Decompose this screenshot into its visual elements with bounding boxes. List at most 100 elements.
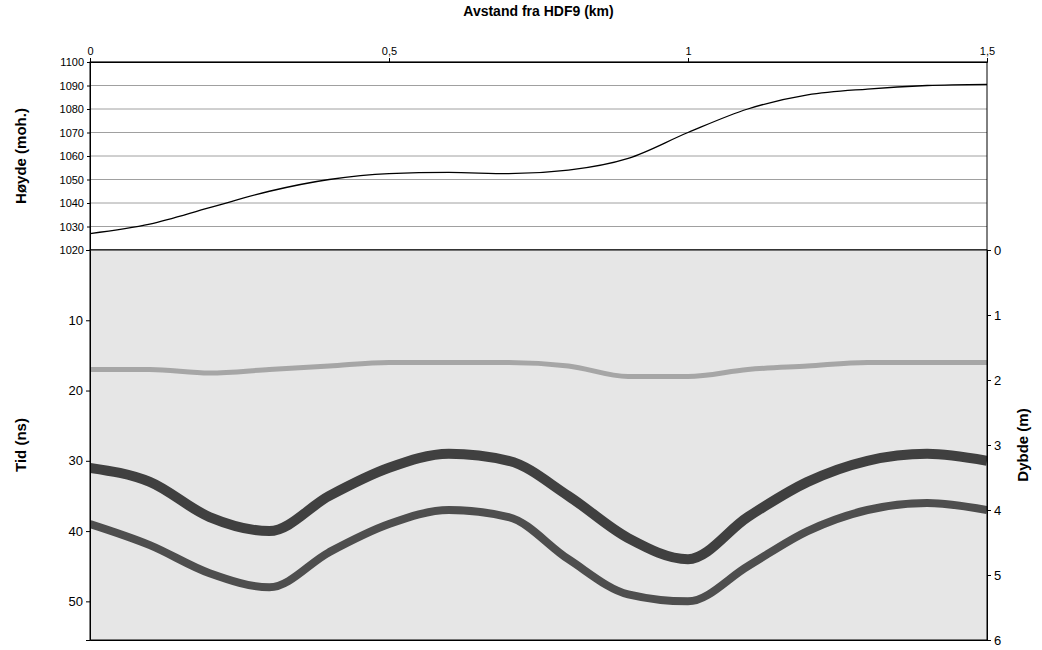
tick-label: 0	[994, 243, 1001, 258]
tick-mark	[86, 531, 90, 532]
reflector-line	[90, 503, 987, 601]
y2-axis-title: Dybde (m)	[1014, 408, 1031, 481]
plot-background	[90, 250, 987, 640]
tick-mark	[389, 58, 390, 62]
axis-line	[86, 251, 91, 641]
tick-label: 1030	[60, 221, 84, 233]
grid-line	[90, 109, 987, 110]
tick-label: 1020	[60, 244, 84, 256]
reflector-line	[90, 454, 987, 559]
tick-label: 1	[685, 45, 691, 57]
tick-mark	[987, 445, 991, 446]
x-axis-title: Avstand fra HDF9 (km)	[463, 3, 613, 19]
tick-mark	[87, 180, 90, 181]
tick-label: 1,5	[980, 45, 995, 57]
tick-mark	[86, 391, 90, 392]
tick-label: 10	[69, 313, 83, 328]
axis-line	[988, 251, 992, 641]
tick: 30	[69, 453, 90, 468]
tick: 2	[987, 373, 1001, 388]
tick-mark	[688, 58, 689, 62]
tick-mark	[987, 315, 991, 316]
tick-mark	[87, 86, 90, 87]
tick-mark	[987, 380, 991, 381]
tick: 1070	[60, 127, 90, 139]
tick-label: 1	[994, 308, 1001, 323]
tick: 1050	[60, 174, 90, 186]
plot-area	[90, 362, 987, 601]
tick-label: 1100	[60, 56, 84, 68]
grid-line	[90, 132, 987, 133]
grid-line	[90, 85, 987, 86]
tick: 1	[987, 308, 1001, 323]
y-axis: 1020 1030 1040 1050 1060 1070 1080 1090 1100	[60, 56, 91, 256]
tick-label: 1070	[60, 127, 84, 139]
tick-mark	[86, 461, 90, 462]
elevation-line	[90, 84, 987, 233]
y2-axis: 0 1 2 3 4 5 6	[987, 243, 1001, 648]
tick-mark	[87, 133, 90, 134]
tick: 1100	[60, 56, 90, 68]
tick-mark	[86, 601, 90, 602]
tick-mark	[987, 575, 991, 576]
tick-label: 50	[69, 594, 83, 609]
chart: 00,511,510201030104010501060107010801090…	[0, 0, 1042, 650]
tick: 1020	[60, 244, 90, 256]
tick-label: 5	[994, 568, 1001, 583]
tick-mark	[90, 58, 91, 62]
tick-mark	[87, 227, 90, 228]
tick-label: 1050	[60, 174, 84, 186]
tick-mark	[87, 203, 90, 204]
tick: 1030	[60, 221, 90, 233]
tick: 1080	[60, 103, 90, 115]
tick: 3	[987, 438, 1001, 453]
tick: 1090	[60, 80, 90, 92]
plot-area	[90, 84, 987, 233]
tick-label: 3	[994, 438, 1001, 453]
tick: 1	[685, 45, 691, 62]
tick: 1,5	[980, 45, 995, 62]
tick: 10	[69, 313, 90, 328]
tick: 20	[69, 383, 90, 398]
tick: 1040	[60, 197, 90, 209]
tick: 0	[87, 45, 93, 62]
y-axis-title: Høyde (moh.)	[12, 108, 29, 204]
tick-label: 0	[87, 45, 93, 57]
tick: 4	[987, 503, 1001, 518]
tick-label: 1060	[60, 150, 84, 162]
tick-label: 1090	[60, 80, 84, 92]
x-axis: 0 0,5 1 1,5	[87, 45, 995, 63]
axis-line	[91, 58, 988, 63]
tick: 5	[987, 568, 1001, 583]
y-axis: 10 20 30 40 50	[69, 251, 91, 641]
tick: 1060	[60, 150, 90, 162]
grid	[90, 62, 987, 250]
tick-label: 6	[994, 633, 1001, 648]
tick-label: 0,5	[382, 45, 397, 57]
tick-label: 1080	[60, 103, 84, 115]
grid-line	[90, 156, 987, 157]
tick-mark	[987, 250, 991, 251]
plot-frame	[90, 62, 987, 250]
tick-mark	[987, 58, 988, 62]
tick-label: 1040	[60, 197, 84, 209]
tick-label: 40	[69, 524, 83, 539]
reflector-line	[90, 362, 987, 376]
tick: 6	[987, 633, 1001, 648]
tick-mark	[86, 320, 90, 321]
tick-mark	[87, 62, 90, 63]
grid-line	[90, 226, 987, 227]
y-axis-title: Tid (ns)	[12, 418, 29, 472]
tick-mark	[87, 109, 90, 110]
tick: 40	[69, 524, 90, 539]
tick-label: 30	[69, 453, 83, 468]
tick-label: 2	[994, 373, 1001, 388]
tick-mark	[87, 156, 90, 157]
tick-label: 4	[994, 503, 1001, 518]
plot-frame	[90, 250, 987, 640]
tick-mark	[987, 640, 991, 641]
tick: 0,5	[382, 45, 397, 62]
tick: 50	[69, 594, 90, 609]
tick-mark	[987, 510, 991, 511]
grid-line	[90, 179, 987, 180]
